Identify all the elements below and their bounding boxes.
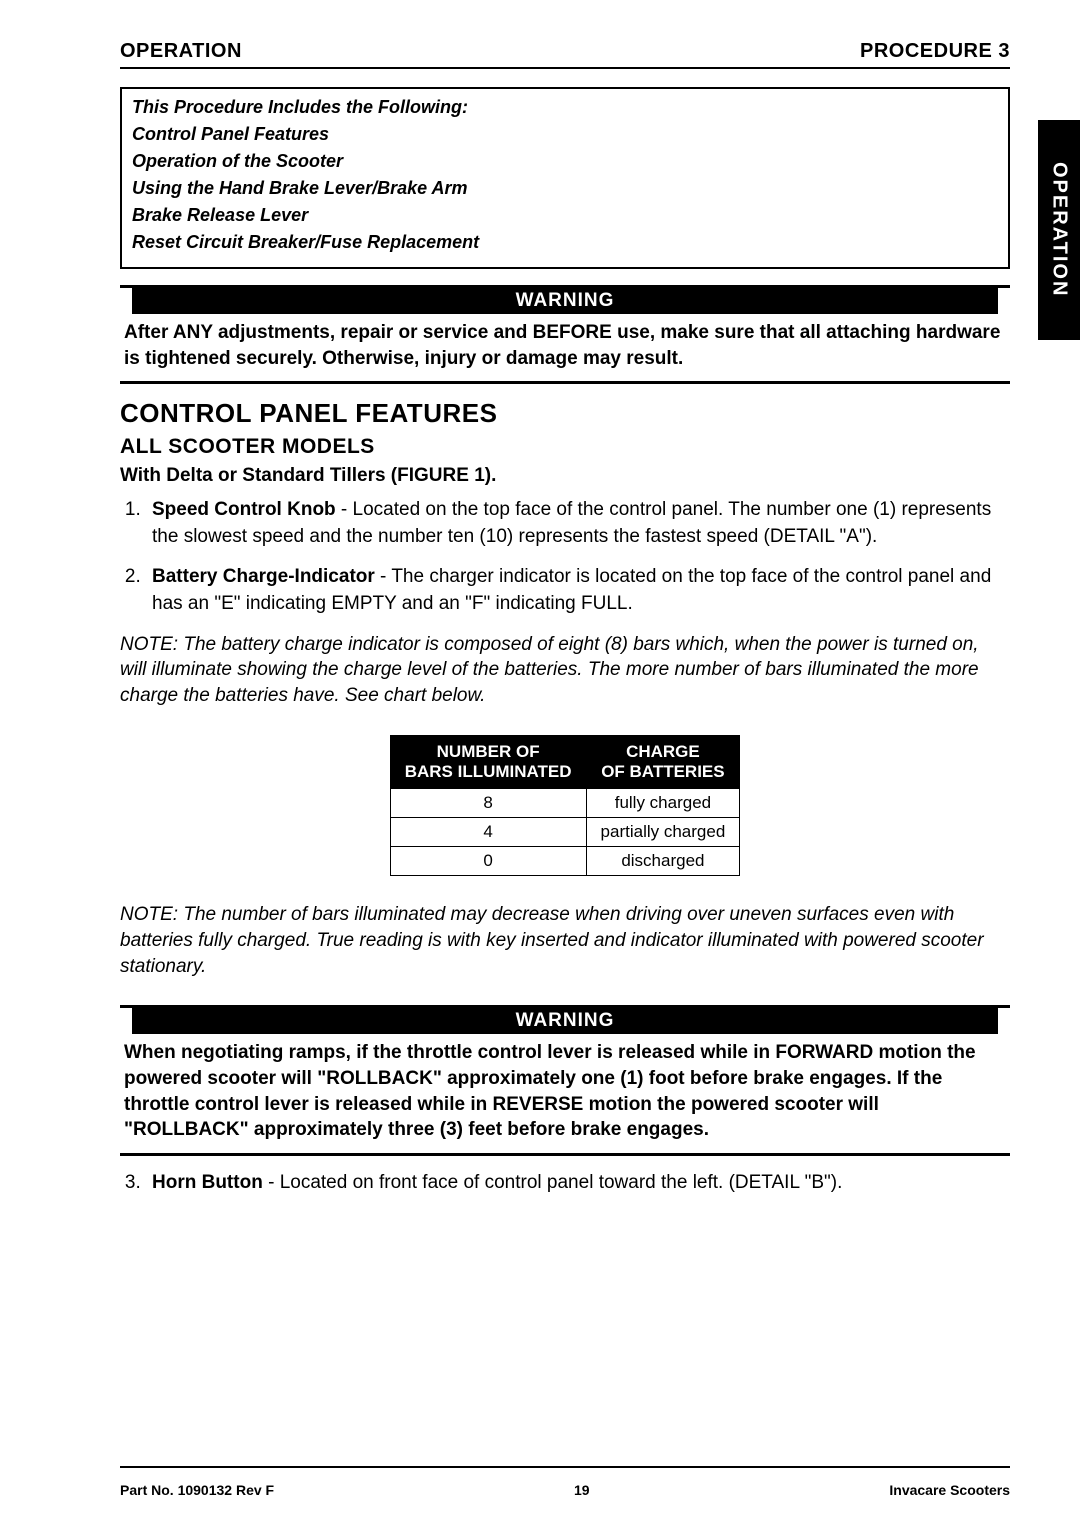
chart-col-header: NUMBER OFBARS ILLUMINATED — [390, 735, 586, 789]
numbered-list-cont: Horn Button - Located on front face of c… — [146, 1170, 1010, 1197]
header-right: PROCEDURE 3 — [860, 40, 1010, 63]
charge-chart: NUMBER OFBARS ILLUMINATED CHARGEOF BATTE… — [390, 735, 741, 877]
header-left: OPERATION — [120, 40, 242, 63]
footer: Part No. 1090132 Rev F 19 Invacare Scoot… — [120, 1482, 1010, 1498]
list-item: Speed Control Knob - Located on the top … — [146, 497, 1010, 550]
warning-label: WARNING — [132, 288, 998, 314]
chart-cell: 4 — [390, 818, 586, 847]
chart-wrap: NUMBER OFBARS ILLUMINATED CHARGEOF BATTE… — [120, 735, 1010, 877]
numbered-list: Speed Control Knob - Located on the top … — [146, 497, 1010, 617]
footer-left: Part No. 1090132 Rev F — [120, 1482, 274, 1498]
chart-col-header: CHARGEOF BATTERIES — [586, 735, 740, 789]
heading-2: ALL SCOOTER MODELS — [120, 435, 1010, 459]
chart-cell: fully charged — [586, 789, 740, 818]
procedure-item: Using the Hand Brake Lever/Brake Arm — [132, 178, 998, 199]
warning-box-2: WARNING When negotiating ramps, if the t… — [120, 1005, 1010, 1156]
side-tab: OPERATION — [1038, 120, 1080, 340]
list-lead: Battery Charge-Indicator — [152, 566, 375, 587]
procedure-title: This Procedure Includes the Following: — [132, 97, 998, 118]
procedure-box: This Procedure Includes the Following: C… — [120, 87, 1010, 269]
warning-text: After ANY adjustments, repair or service… — [120, 314, 1010, 381]
warning-box-1: WARNING After ANY adjustments, repair or… — [120, 285, 1010, 384]
chart-cell: 0 — [390, 847, 586, 876]
footer-rule — [120, 1466, 1010, 1468]
chart-cell: partially charged — [586, 818, 740, 847]
chart-cell: 8 — [390, 789, 586, 818]
procedure-item: Reset Circuit Breaker/Fuse Replacement — [132, 232, 998, 253]
page-number: 19 — [274, 1482, 889, 1498]
list-lead: Speed Control Knob — [152, 499, 336, 520]
warning-label: WARNING — [132, 1008, 998, 1034]
header-rule — [120, 67, 1010, 69]
warning-text: When negotiating ramps, if the throttle … — [120, 1034, 1010, 1153]
list-lead: Horn Button — [152, 1172, 263, 1193]
note-2: NOTE: The number of bars illuminated may… — [120, 902, 1010, 979]
heading-3: With Delta or Standard Tillers (FIGURE 1… — [120, 465, 1010, 487]
footer-right: Invacare Scooters — [889, 1482, 1010, 1498]
procedure-item: Control Panel Features — [132, 124, 998, 145]
list-item: Battery Charge-Indicator - The charger i… — [146, 564, 1010, 617]
list-item: Horn Button - Located on front face of c… — [146, 1170, 1010, 1197]
procedure-item: Brake Release Lever — [132, 205, 998, 226]
chart-cell: discharged — [586, 847, 740, 876]
note-1: NOTE: The battery charge indicator is co… — [120, 632, 1010, 709]
heading-1: CONTROL PANEL FEATURES — [120, 398, 1010, 429]
list-rest: - Located on front face of control panel… — [263, 1172, 843, 1193]
procedure-item: Operation of the Scooter — [132, 151, 998, 172]
